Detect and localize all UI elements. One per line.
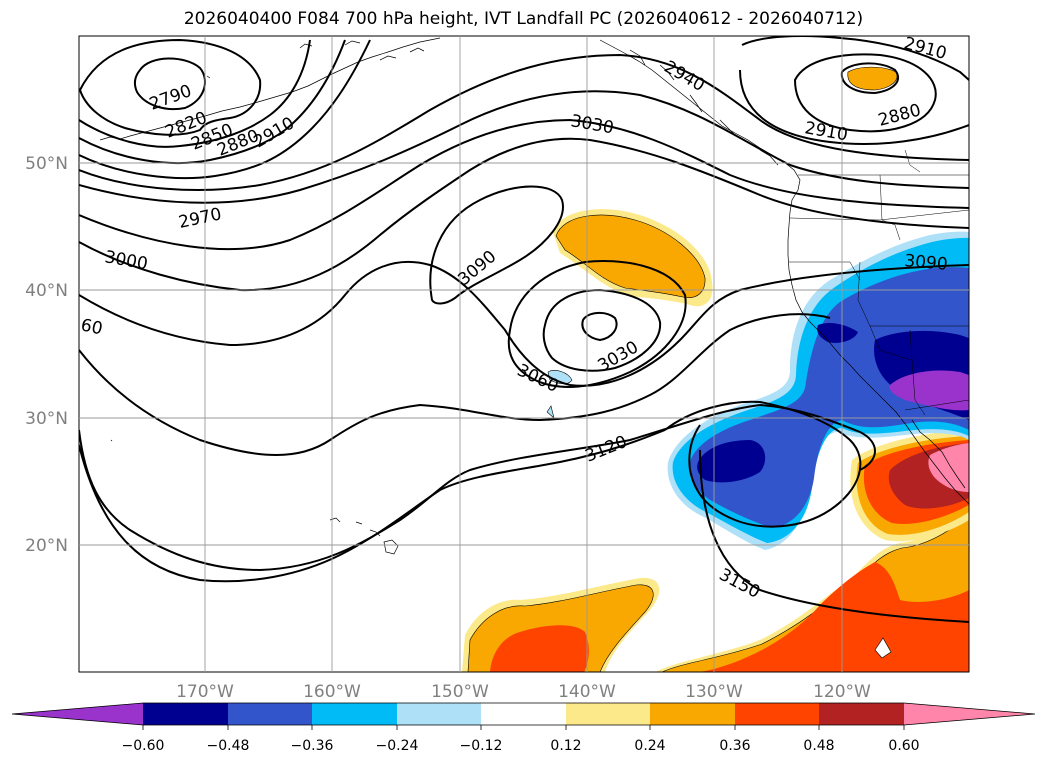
ivt-negative-navy-coast xyxy=(817,322,858,343)
ivt-negative-small-light-2 xyxy=(546,405,555,419)
colorbar-segment-10 xyxy=(904,703,1035,725)
colorbar-segment-6 xyxy=(566,703,650,725)
lon-label-130w: 130°W xyxy=(685,682,743,702)
lon-label-120w: 120°W xyxy=(813,682,871,702)
colorbar-tick-label: −0.12 xyxy=(460,738,503,754)
colorbar-tick-label: −0.48 xyxy=(207,738,250,754)
colorbar-segment-4 xyxy=(397,703,481,725)
map-title: 2026040400 F084 700 hPa height, IVT Land… xyxy=(183,9,864,29)
longitude-labels: 170°W 160°W 150°W 140°W 130°W 120°W xyxy=(176,682,871,702)
colorbar-tick-label: 0.36 xyxy=(719,738,750,754)
lon-label-170w: 170°W xyxy=(176,682,234,702)
colorbar-segment-7 xyxy=(650,703,735,725)
lat-label-50n: 50°N xyxy=(25,154,68,174)
contour-label-partial-60: 60 xyxy=(79,315,104,339)
colorbar-tick-label: 0.48 xyxy=(803,738,834,754)
map-frame xyxy=(78,35,970,673)
ivt-positive-patch-north xyxy=(847,66,898,91)
ivt-positive-patch-southeast-core xyxy=(700,562,969,672)
colorbar-segment-3 xyxy=(312,703,397,725)
contour-label-3090-right: 3090 xyxy=(904,251,949,275)
lat-label-30n: 30°N xyxy=(25,409,68,429)
coastlines xyxy=(99,37,969,555)
ivt-positive-small-ring xyxy=(874,637,892,659)
map-area xyxy=(79,36,969,672)
lat-label-40n: 40°N xyxy=(25,281,68,301)
colorbar-segment-1 xyxy=(143,703,228,725)
lon-label-160w: 160°W xyxy=(303,682,361,702)
colorbar-tick-label: −0.24 xyxy=(376,738,419,754)
colorbar-segment-0 xyxy=(12,703,143,725)
colorbar-segment-9 xyxy=(819,703,904,725)
colorbar-segment-2 xyxy=(228,703,312,725)
graticule xyxy=(79,36,969,672)
lon-label-140w: 140°W xyxy=(558,682,616,702)
colorbar-segment-8 xyxy=(735,703,819,725)
lat-label-20n: 20°N xyxy=(25,536,68,556)
colorbar: −0.60 −0.48 −0.36 −0.24 −0.12 0.12 0.24 … xyxy=(11,702,1036,754)
colorbar-tick-label: 0.24 xyxy=(634,738,665,754)
colorbar-tick-label: −0.36 xyxy=(291,738,334,754)
colorbar-tick-label: 0.60 xyxy=(888,738,919,754)
colorbar-tick-label: −0.60 xyxy=(122,738,165,754)
latitude-labels: 50°N 40°N 30°N 20°N xyxy=(25,154,68,556)
colorbar-tick-label: 0.12 xyxy=(550,738,581,754)
state-borders xyxy=(789,149,969,416)
ivt-positive-patch-south-center-core xyxy=(490,625,589,672)
colorbar-segment-5 xyxy=(481,703,566,725)
ivt-negative-purple xyxy=(889,370,969,411)
lon-label-150w: 150°W xyxy=(431,682,489,702)
colorbar-ticks xyxy=(142,725,905,730)
